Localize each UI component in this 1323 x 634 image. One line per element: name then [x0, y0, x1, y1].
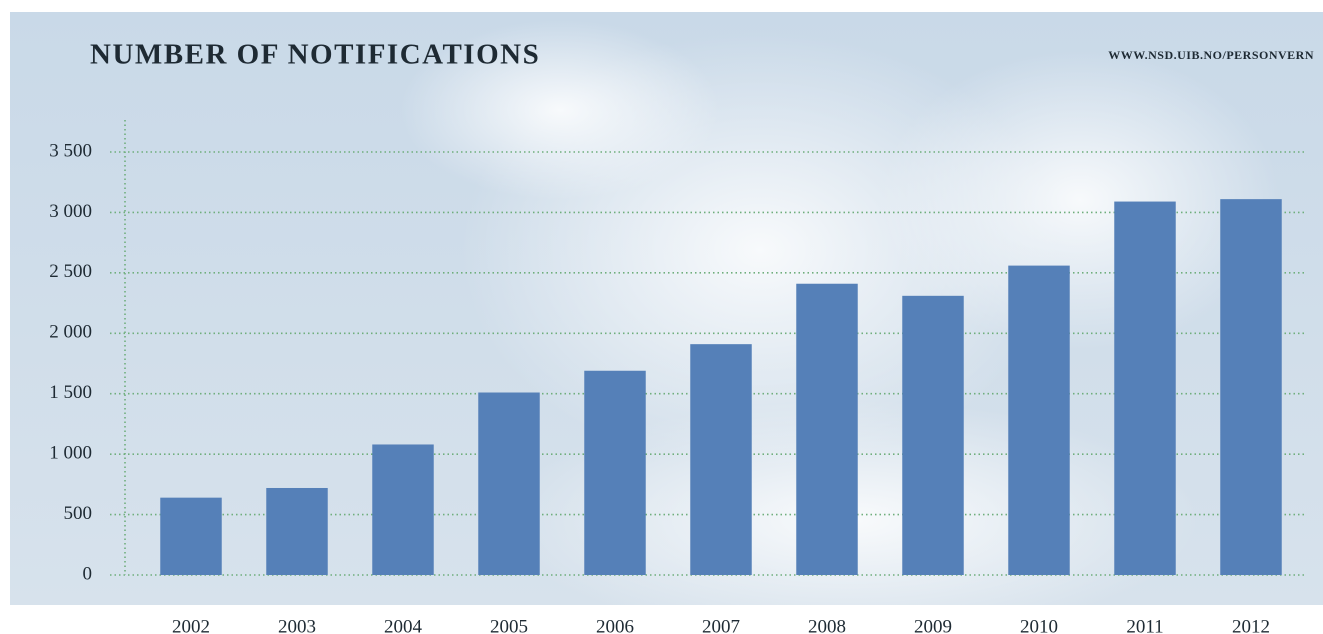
bar [690, 344, 752, 575]
cloud [880, 50, 1280, 350]
y-tick-label: 0 [83, 563, 93, 584]
x-tick-label: 2012 [1232, 616, 1270, 634]
chart-title: NUMBER OF NOTIFICATIONS [90, 39, 540, 71]
bar [160, 497, 222, 575]
x-tick-label: 2011 [1126, 616, 1163, 634]
x-tick-label: 2008 [808, 616, 846, 634]
y-tick-label: 2 000 [49, 322, 92, 343]
x-tick-label: 2003 [278, 616, 316, 634]
bar [1114, 201, 1176, 575]
y-tick-label: 1 500 [49, 382, 92, 403]
bar [478, 392, 540, 575]
bar [372, 444, 434, 575]
y-tick-label: 2 500 [49, 261, 92, 282]
x-tick-label: 2002 [172, 616, 210, 634]
x-tick-label: 2005 [490, 616, 528, 634]
y-tick-label: 3 500 [49, 140, 92, 161]
bar [796, 283, 858, 575]
bar [584, 370, 646, 575]
x-tick-label: 2010 [1020, 616, 1058, 634]
x-tick-label: 2009 [914, 616, 952, 634]
x-tick-label: 2004 [384, 616, 423, 634]
bar [902, 295, 964, 575]
y-tick-label: 500 [64, 503, 93, 524]
bar [1220, 199, 1282, 576]
y-tick-label: 3 000 [49, 201, 92, 222]
bar [1008, 265, 1070, 575]
bar [266, 487, 328, 575]
source: WWW.NSD.UIB.NO/PERSONVERN [1108, 48, 1314, 62]
y-tick-label: 1 000 [49, 443, 92, 464]
x-tick-label: 2006 [596, 616, 634, 634]
cloud [400, 20, 720, 200]
x-tick-label: 2007 [702, 616, 740, 634]
